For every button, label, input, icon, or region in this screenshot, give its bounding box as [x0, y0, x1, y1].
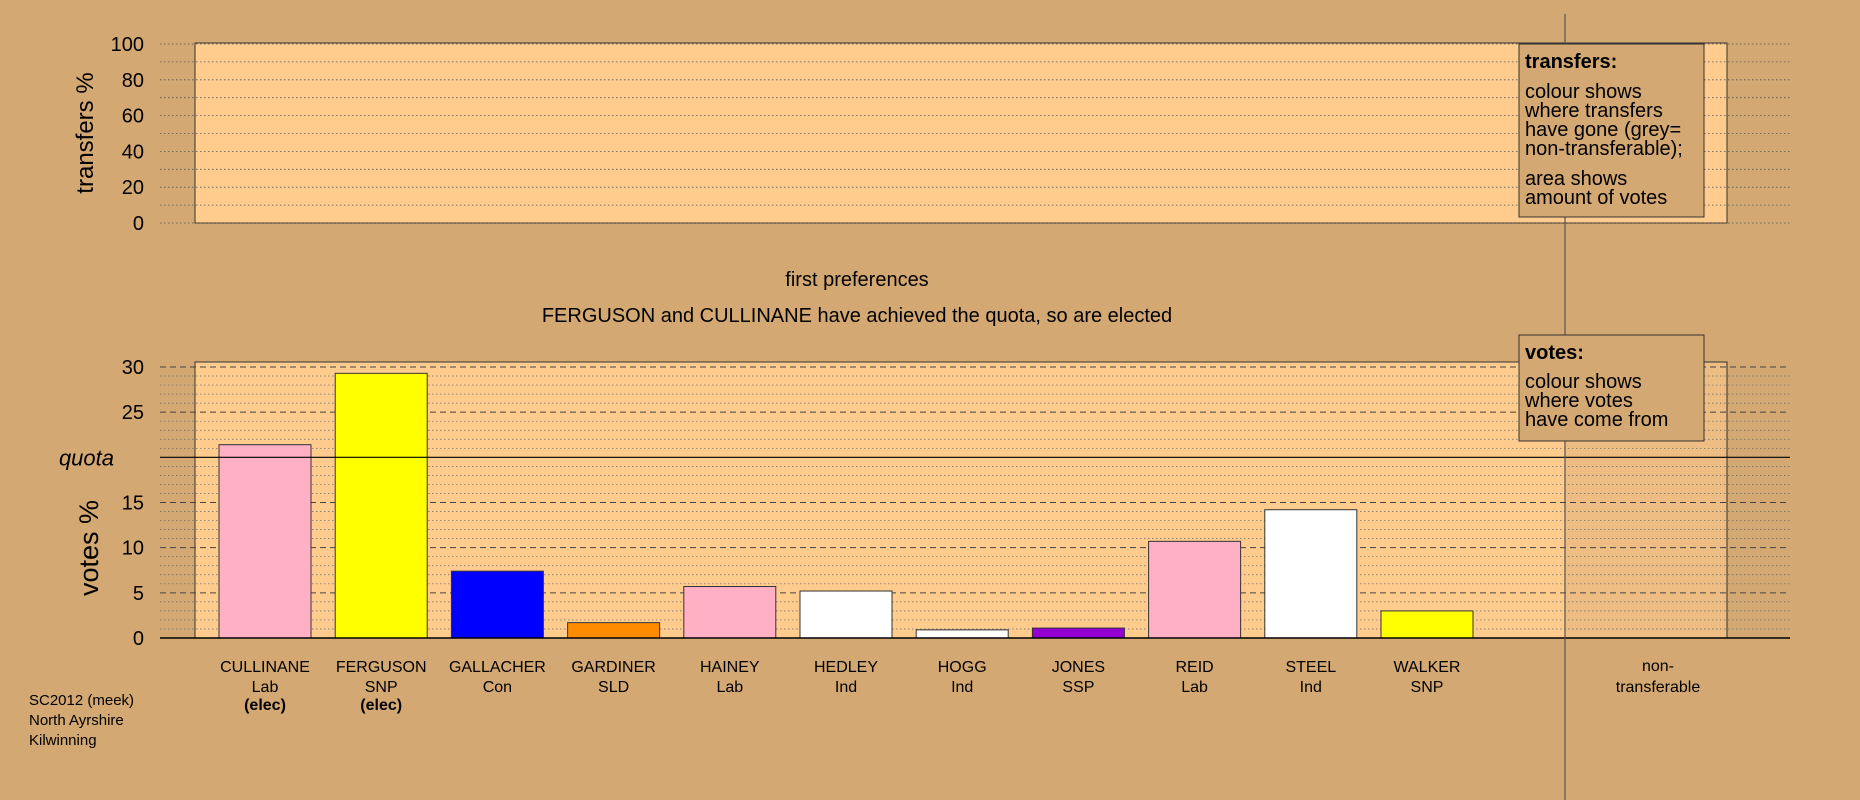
votes-y-tick-label: 30 — [122, 357, 144, 379]
candidate-name: GALLACHER — [449, 659, 546, 676]
vote-bar-reid — [1148, 540, 1242, 639]
footer-ward: Kilwinning — [29, 732, 97, 749]
transfers-legend-title: transfers: — [1525, 51, 1617, 73]
votes-y-ticks: 0 5 10 15 25 30 — [122, 357, 144, 650]
transfers-y-tick-label: 0 — [133, 213, 144, 235]
candidate-party: Con — [483, 679, 512, 696]
footer-council: North Ayrshire — [29, 712, 124, 729]
candidate-name: HAINEY — [700, 659, 760, 676]
transfers-y-tick-label: 100 — [111, 34, 144, 56]
nontransferable-label-1: non- — [1642, 658, 1674, 675]
transfers-legend-line: have gone (grey= — [1525, 119, 1681, 141]
candidate-name: WALKER — [1394, 659, 1461, 676]
votes-legend-line: colour shows — [1525, 371, 1642, 393]
chart-title: first preferences — [785, 269, 928, 291]
votes-legend-line: have come from — [1525, 409, 1668, 431]
vote-bar-hainey — [683, 586, 777, 639]
vote-bar-hedley — [799, 590, 893, 639]
nontransferable-label-2: transferable — [1616, 679, 1701, 696]
candidate-party: Lab — [1181, 679, 1208, 696]
votes-y-tick-label: 10 — [122, 538, 144, 560]
votes-y-axis-label: votes % — [74, 500, 104, 596]
transfers-y-tick-label: 80 — [122, 70, 144, 92]
votes-gridlines — [160, 366, 1790, 630]
chart-subtitle: FERGUSON and CULLINANE have achieved the… — [542, 305, 1172, 327]
transfers-y-axis-label: transfers % — [72, 72, 99, 193]
votes-legend-line: where votes — [1524, 390, 1633, 412]
footer-election: SC2012 (meek) — [29, 692, 134, 709]
candidate-name: HOGG — [938, 659, 987, 676]
candidate-party: Ind — [835, 679, 857, 696]
transfers-plot-area — [194, 42, 1728, 224]
transfers-legend-line: amount of votes — [1525, 187, 1667, 209]
candidate-party: Lab — [716, 679, 743, 696]
transfers-legend-box — [1518, 43, 1705, 218]
vote-bars — [218, 372, 1474, 639]
votes-y-tick-label: 0 — [133, 628, 144, 650]
transfers-y-ticks: 0 20 40 60 80 100 — [111, 34, 144, 235]
votes-legend: votes: colour shows where votes have com… — [1518, 334, 1705, 442]
transfers-legend-line: area shows — [1525, 168, 1627, 190]
vote-bar-steel — [1264, 509, 1358, 639]
candidate-labels: CULLINANELab(elec)FERGUSONSNP(elec)GALLA… — [220, 659, 1460, 714]
footer-info: SC2012 (meek) North Ayrshire Kilwinning — [29, 692, 134, 749]
vote-bar-jones — [1031, 627, 1125, 639]
candidate-party: SNP — [1411, 679, 1444, 696]
candidate-party: SLD — [598, 679, 629, 696]
transfers-legend: transfers: colour shows where transfers … — [1518, 43, 1705, 218]
candidate-name: JONES — [1052, 659, 1105, 676]
vote-bar-hogg — [915, 629, 1009, 639]
transfers-y-tick-label: 40 — [122, 141, 144, 163]
transfers-legend-line: where transfers — [1524, 100, 1663, 122]
transfers-legend-line: colour shows — [1525, 81, 1642, 103]
candidate-party: Ind — [951, 679, 973, 696]
transfers-y-tick-label: 20 — [122, 177, 144, 199]
candidate-name: FERGUSON — [336, 659, 427, 676]
candidate-party: Lab — [252, 679, 279, 696]
votes-legend-box — [1518, 334, 1705, 442]
votes-y-tick-label: 25 — [122, 402, 144, 424]
votes-plot-area — [194, 361, 1728, 639]
candidate-party: Ind — [1300, 679, 1322, 696]
candidate-party: SNP — [365, 679, 398, 696]
candidate-name: HEDLEY — [814, 659, 878, 676]
votes-legend-title: votes: — [1525, 342, 1584, 364]
candidate-status: (elec) — [244, 697, 286, 714]
candidate-status: (elec) — [360, 697, 402, 714]
votes-y-tick-label: 15 — [122, 493, 144, 515]
candidate-name: CULLINANE — [220, 659, 310, 676]
vote-bar-gardiner — [567, 622, 661, 639]
vote-bar-cullinane — [218, 444, 312, 639]
quota-label: quota — [59, 445, 114, 470]
vote-bar-gallacher — [450, 570, 544, 639]
votes-y-tick-label: 5 — [133, 583, 144, 605]
vote-bar-walker — [1380, 610, 1474, 639]
transfers-y-tick-label: 60 — [122, 106, 144, 128]
candidate-name: GARDINER — [571, 659, 655, 676]
vote-bar-ferguson — [334, 372, 428, 639]
transfers-legend-line: non-transferable); — [1525, 138, 1683, 160]
transfers-panel: 0 20 40 60 80 100 transfers % — [72, 34, 1790, 235]
candidate-party: SSP — [1062, 679, 1094, 696]
candidate-name: REID — [1175, 659, 1213, 676]
candidate-name: STEEL — [1285, 659, 1336, 676]
